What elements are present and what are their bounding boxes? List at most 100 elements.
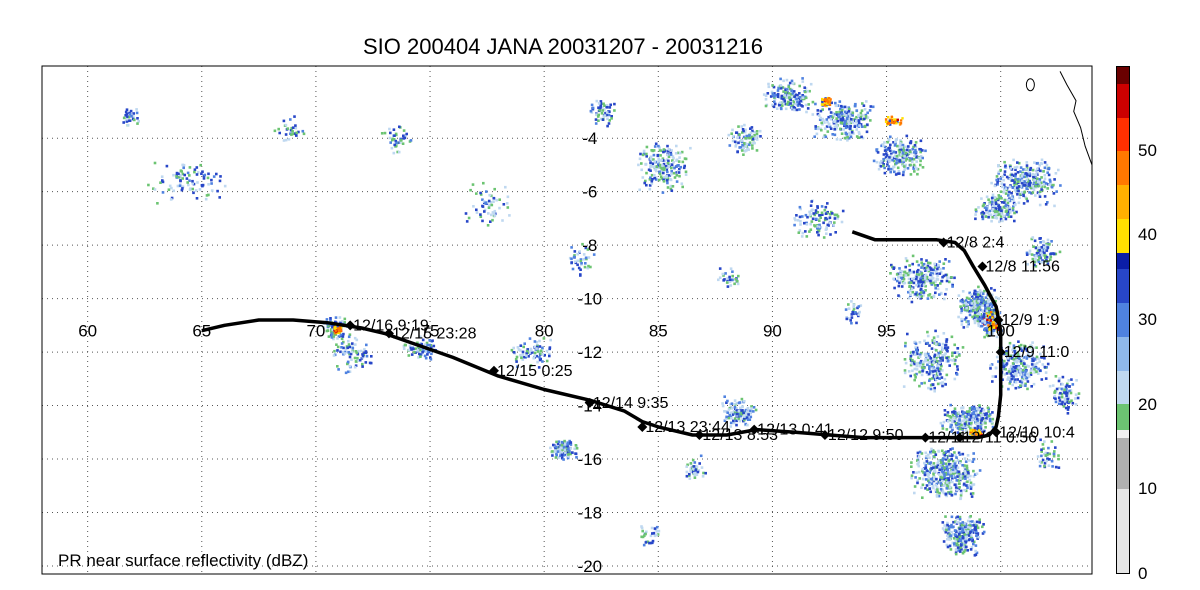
echo-pixel bbox=[908, 264, 911, 267]
echo-pixel bbox=[903, 358, 907, 361]
echo-pixel bbox=[962, 425, 965, 428]
echo-pixel bbox=[805, 235, 809, 238]
echo-pixel bbox=[847, 307, 851, 310]
echo-pixel bbox=[983, 309, 987, 313]
echo-pixel bbox=[793, 102, 796, 106]
echo-pixel bbox=[1038, 178, 1042, 181]
echo-pixel bbox=[970, 495, 974, 498]
echo-pixel bbox=[798, 205, 802, 209]
echo-pixel bbox=[584, 262, 587, 265]
echo-pixel bbox=[560, 455, 564, 458]
echo-pixel bbox=[736, 282, 740, 286]
echo-pixel bbox=[930, 364, 934, 368]
echo-pixel bbox=[900, 145, 904, 149]
echo-pixel bbox=[653, 165, 657, 168]
echo-pixel bbox=[185, 177, 189, 180]
echo-pixel bbox=[972, 542, 975, 546]
echo-pixel bbox=[604, 111, 607, 115]
echo-pixel bbox=[784, 88, 787, 91]
echo-pixel bbox=[645, 145, 649, 149]
echo-pixel bbox=[599, 100, 603, 103]
echo-pixel bbox=[541, 353, 544, 356]
echo-pixel bbox=[688, 477, 692, 480]
echo-pixel bbox=[752, 410, 755, 413]
echo-pixel bbox=[1023, 346, 1026, 350]
echo-pixel bbox=[1017, 189, 1020, 193]
echo-pixel bbox=[1019, 384, 1022, 387]
echo-pixel bbox=[330, 336, 334, 339]
echo-pixel bbox=[1043, 365, 1047, 369]
echo-pixel bbox=[857, 305, 861, 308]
echo-pixel bbox=[947, 462, 951, 466]
echo-pixel bbox=[587, 264, 590, 268]
echo-pixel bbox=[1065, 400, 1069, 404]
echo-pixel bbox=[1034, 265, 1038, 268]
echo-pixel bbox=[125, 118, 129, 121]
echo-pixel bbox=[939, 350, 942, 354]
echo-pixel bbox=[663, 168, 666, 171]
echo-pixel bbox=[738, 419, 742, 423]
echo-pixel bbox=[1021, 384, 1024, 387]
echo-pixel bbox=[967, 527, 970, 531]
echo-pixel bbox=[965, 524, 968, 528]
echo-pixel bbox=[677, 151, 680, 155]
echo-pixel bbox=[958, 421, 961, 424]
echo-pixel bbox=[1063, 402, 1067, 406]
echo-pixel bbox=[929, 281, 933, 285]
echo-pixel bbox=[887, 158, 890, 161]
echo-pixel bbox=[913, 360, 916, 364]
echo-pixel bbox=[533, 340, 537, 343]
echo-pixel bbox=[728, 144, 732, 147]
echo-pixel bbox=[924, 284, 927, 288]
echo-pixel bbox=[529, 347, 533, 351]
echo-pixel bbox=[161, 179, 164, 182]
echo-pixel bbox=[934, 378, 938, 381]
echo-pixel bbox=[195, 197, 199, 200]
echo-pixel bbox=[1016, 378, 1019, 381]
echo-pixel bbox=[742, 129, 745, 133]
echo-pixel bbox=[884, 156, 888, 159]
echo-pixel bbox=[748, 136, 751, 140]
echo-pixel bbox=[941, 527, 945, 530]
echo-pixel bbox=[956, 466, 960, 469]
echo-pixel bbox=[330, 333, 334, 337]
echo-pixel bbox=[567, 453, 570, 456]
echo-pixel bbox=[978, 319, 981, 323]
echo-core-pixel bbox=[988, 313, 992, 316]
echo-pixel bbox=[829, 127, 833, 130]
echo-pixel bbox=[731, 278, 734, 282]
echo-pixel bbox=[1057, 379, 1061, 383]
echo-pixel bbox=[977, 535, 981, 539]
echo-pixel bbox=[981, 213, 984, 216]
echo-pixel bbox=[937, 265, 940, 269]
echo-pixel bbox=[736, 136, 740, 139]
echo-pixel bbox=[192, 191, 195, 195]
echo-pixel bbox=[979, 425, 982, 428]
echo-pixel bbox=[953, 416, 956, 420]
echo-pixel bbox=[330, 328, 333, 331]
echo-pixel bbox=[964, 537, 968, 541]
echo-pixel bbox=[413, 350, 416, 354]
echo-pixel bbox=[560, 443, 564, 447]
echo-pixel bbox=[743, 415, 746, 418]
echo-pixel bbox=[843, 105, 847, 109]
echo-pixel bbox=[1011, 383, 1014, 387]
echo-pixel bbox=[804, 230, 807, 233]
echo-pixel bbox=[758, 129, 762, 133]
echo-pixel bbox=[936, 366, 940, 370]
echo-core-pixel bbox=[975, 433, 978, 436]
echo-pixel bbox=[341, 320, 344, 323]
echo-core-pixel bbox=[822, 99, 825, 102]
echo-pixel bbox=[749, 415, 753, 419]
echo-core-pixel bbox=[887, 122, 890, 125]
echo-pixel bbox=[983, 417, 986, 421]
echo-pixel bbox=[857, 119, 861, 122]
echo-pixel bbox=[294, 126, 298, 130]
echo-pixel bbox=[671, 155, 675, 158]
echo-pixel bbox=[981, 217, 985, 221]
echo-pixel bbox=[479, 215, 483, 218]
echo-pixel bbox=[1048, 183, 1051, 187]
echo-pixel bbox=[510, 348, 514, 352]
echo-pixel bbox=[652, 158, 655, 161]
echo-pixel bbox=[644, 163, 647, 166]
